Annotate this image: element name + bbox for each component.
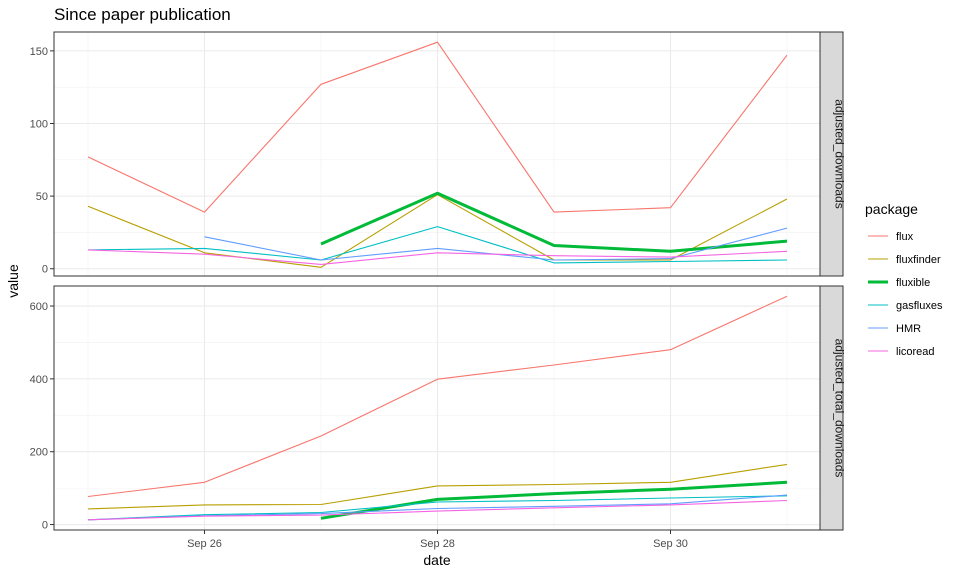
facet-panel-adjusted_total_downloads: 0 200 400 600 adjusted_total_downloads — [30, 285, 847, 532]
legend: package flux fluxfinder fluxible gasfluxes H… — [865, 201, 943, 358]
x-tick-label: Sep 28 — [420, 538, 455, 550]
legend-label-licoread: licoread — [896, 346, 935, 358]
facet-panel-adjusted_downloads: 0 50 100 150 adjusted_downloads — [30, 31, 847, 277]
series-line-fluxfinder — [87, 463, 788, 510]
facet-strip — [819, 285, 844, 531]
series-line-licoread — [87, 249, 788, 265]
x-tick-label: Sep 30 — [653, 538, 688, 550]
legend-label-fluxible: fluxible — [896, 277, 930, 289]
series-line-licoread — [87, 499, 788, 521]
y-tick-label: 600 — [30, 301, 48, 313]
series-line-flux — [87, 295, 788, 498]
facet-strip-label: adjusted_total_downloads — [833, 339, 847, 478]
chart-title: Since paper publication — [54, 5, 231, 24]
legend-label-fluxfinder: fluxfinder — [896, 254, 941, 266]
facet-strip-label: adjusted_downloads — [833, 99, 847, 208]
legend-label-flux: flux — [896, 231, 914, 243]
y-tick-label: 400 — [30, 374, 48, 386]
y-axis-title: value — [5, 264, 21, 298]
series-line-gasfluxes — [87, 495, 788, 521]
series-line-gasfluxes — [87, 226, 788, 264]
y-tick-label: 150 — [30, 46, 48, 58]
facet-strip — [819, 31, 844, 277]
x-axis-title: date — [423, 552, 450, 568]
legend-label-gasfluxes: gasfluxes — [896, 300, 943, 312]
series-line-flux — [87, 41, 788, 213]
y-tick-label: 200 — [30, 447, 48, 459]
legend-title: package — [865, 201, 918, 217]
y-tick-label: 50 — [36, 191, 48, 203]
y-tick-label: 0 — [42, 264, 48, 276]
panels: 0 50 100 150 adjusted_downloads 0 200 400 600 adj… — [30, 31, 847, 550]
legend-label-HMR: HMR — [896, 323, 921, 335]
y-tick-label: 100 — [30, 119, 48, 131]
x-tick-label: Sep 26 — [187, 538, 222, 550]
y-tick-label: 0 — [42, 520, 48, 532]
